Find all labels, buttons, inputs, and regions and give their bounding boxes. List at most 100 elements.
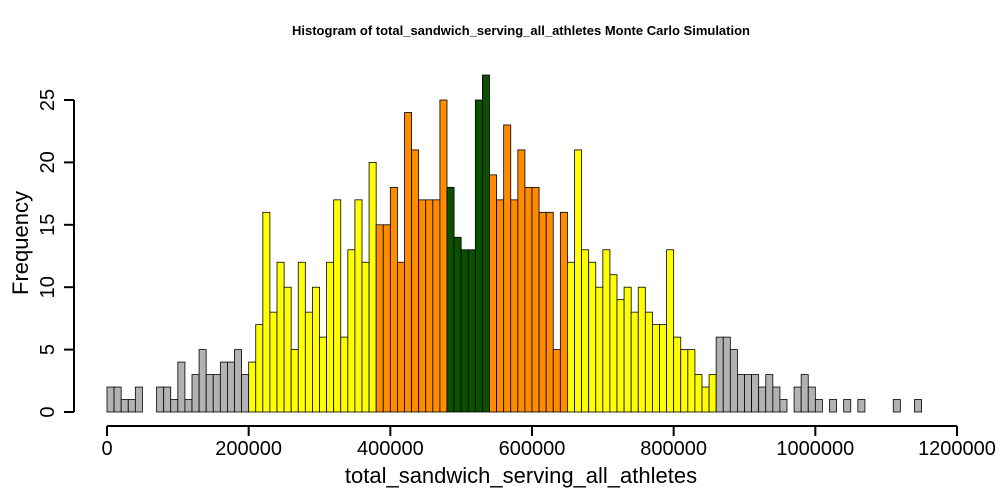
x-tick-label: 200000 <box>215 438 282 460</box>
histogram-bar <box>269 311 278 413</box>
histogram-bar <box>404 112 412 413</box>
y-axis: 0 5 10 15 20 25 <box>37 89 75 418</box>
histogram-bar <box>609 274 618 413</box>
histogram-bar <box>432 199 441 413</box>
histogram-bar <box>255 324 264 413</box>
histogram-bar <box>276 261 285 413</box>
histogram-bar <box>581 249 590 413</box>
histogram-bar <box>574 149 582 413</box>
histogram-bar <box>644 311 653 413</box>
histogram-bar <box>510 199 519 413</box>
histogram-bar <box>453 236 462 413</box>
histogram-bar <box>779 399 788 413</box>
histogram-bar <box>156 386 165 413</box>
histogram-bar <box>361 261 370 413</box>
x-tick-label: 800000 <box>640 438 707 460</box>
histogram-bar <box>496 199 505 413</box>
histogram-bar <box>347 249 356 413</box>
histogram-bar <box>106 386 115 413</box>
histogram-bar <box>397 261 405 413</box>
histogram-bar <box>411 149 420 413</box>
y-tick-label: 25 <box>37 89 59 111</box>
y-axis-label: Frequency <box>8 191 33 295</box>
histogram-bar <box>482 74 490 413</box>
histogram-bar <box>297 261 306 413</box>
histogram-bar <box>694 374 703 413</box>
histogram-bar <box>722 336 731 413</box>
histogram-bar <box>559 211 568 413</box>
y-tick-label: 0 <box>37 406 59 417</box>
histogram-bar <box>262 211 271 413</box>
histogram-bar <box>602 249 611 413</box>
histogram-bar <box>687 349 696 413</box>
y-tick-label: 10 <box>37 276 59 298</box>
histogram-bar <box>425 199 434 413</box>
histogram-bar <box>545 211 554 413</box>
bars-group <box>106 74 922 413</box>
histogram-bar <box>807 386 816 413</box>
histogram-bar <box>673 336 682 413</box>
histogram-bar <box>134 386 143 413</box>
histogram-bar <box>708 374 717 413</box>
histogram-bar <box>616 299 625 413</box>
histogram-bar <box>715 336 724 413</box>
y-tick-label: 5 <box>37 344 59 355</box>
histogram-bar <box>814 399 823 413</box>
histogram-bar <box>701 386 710 413</box>
y-tick-label: 15 <box>37 214 59 236</box>
histogram-bar <box>304 311 313 413</box>
x-axis-label: total_sandwich_serving_all_athletes <box>345 463 697 488</box>
histogram-bar <box>326 261 335 413</box>
histogram-bar <box>177 361 186 413</box>
x-tick-label: 600000 <box>499 438 566 460</box>
histogram-bar <box>467 249 476 413</box>
histogram-bar <box>680 349 689 413</box>
histogram-bar <box>588 261 597 413</box>
histogram-bar <box>460 249 469 413</box>
chart-title: Histogram of total_sandwich_serving_all_… <box>292 23 750 38</box>
histogram-bar <box>319 336 327 413</box>
histogram-bar <box>389 186 398 413</box>
histogram-bar <box>857 399 866 413</box>
histogram-bar <box>843 399 852 413</box>
histogram-bar <box>184 399 193 413</box>
histogram-bar <box>205 374 214 413</box>
histogram-bar <box>333 199 342 413</box>
histogram-bar <box>191 374 200 413</box>
histogram-bar <box>198 349 207 413</box>
histogram-bar <box>659 324 667 413</box>
histogram-bar <box>758 386 767 413</box>
histogram-bar <box>538 211 547 413</box>
histogram-bar <box>800 374 809 413</box>
histogram-bar <box>744 374 752 413</box>
histogram-bar <box>503 124 512 413</box>
histogram-bar <box>765 374 774 413</box>
histogram-bar <box>354 199 363 413</box>
histogram-bar <box>113 386 122 413</box>
histogram-bar <box>170 399 179 413</box>
histogram-bar <box>737 374 745 413</box>
histogram-bar <box>630 311 639 413</box>
histogram-bar <box>772 386 781 413</box>
histogram-bar <box>212 374 221 413</box>
histogram-bar <box>163 386 172 413</box>
histogram-bar <box>793 386 802 413</box>
histogram-bar <box>637 286 646 413</box>
x-tick-label: 1200000 <box>918 438 996 460</box>
histogram-bar <box>595 286 604 413</box>
histogram-bar <box>127 399 136 413</box>
histogram-bar <box>234 349 242 413</box>
histogram-bar <box>439 99 448 413</box>
histogram-bar <box>524 186 533 413</box>
histogram-bar <box>729 349 738 413</box>
histogram-bar <box>290 349 299 413</box>
histogram-bar <box>418 199 427 413</box>
histogram-bar <box>474 99 483 413</box>
histogram-bar <box>829 399 837 413</box>
histogram-bar <box>652 324 660 413</box>
histogram-bar <box>120 399 129 413</box>
histogram-bar <box>375 224 384 413</box>
histogram-bar <box>892 399 901 413</box>
histogram-bar <box>368 161 377 413</box>
histogram-bar <box>623 286 632 413</box>
